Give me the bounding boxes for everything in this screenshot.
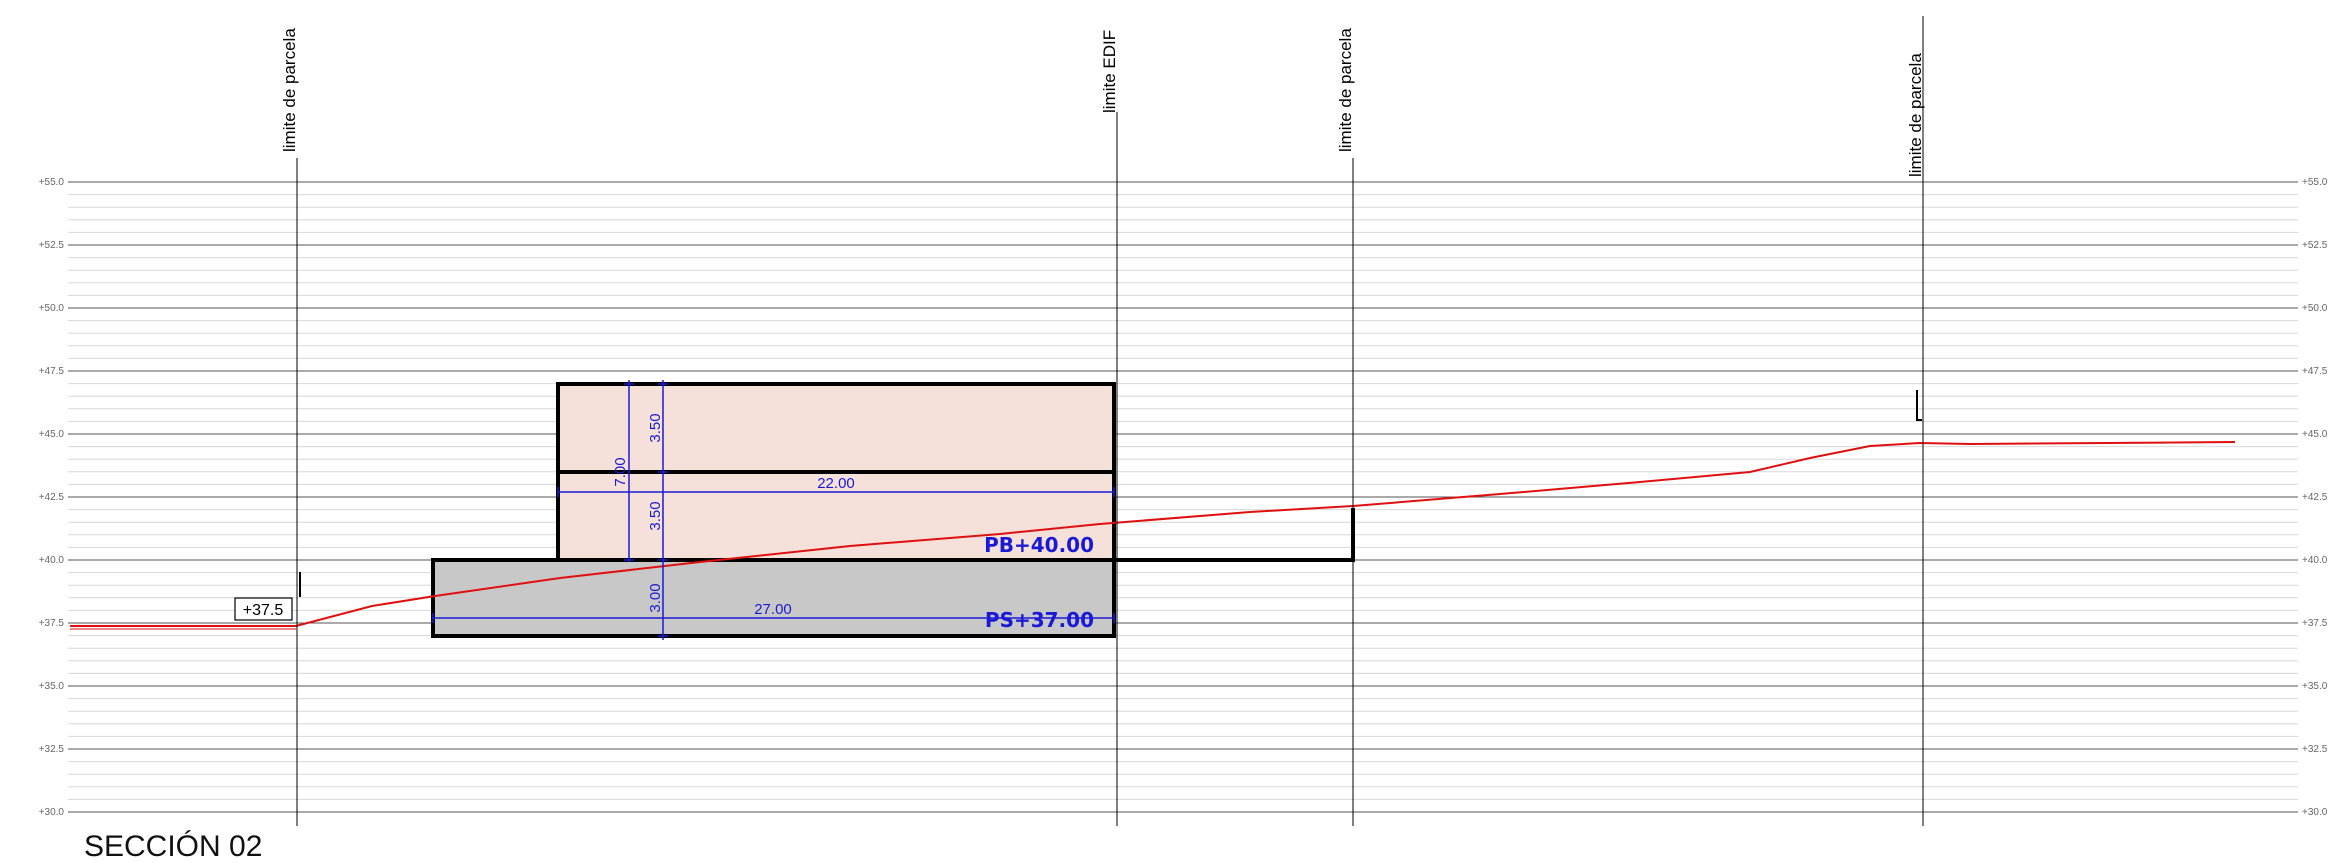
upper-floor — [556, 382, 1116, 474]
terrain-line — [70, 441, 2236, 627]
minor-grid — [68, 194, 2298, 800]
level-box-label: +37.5 — [243, 602, 284, 619]
dimensions — [432, 380, 1115, 640]
level-labels: +55.0 +55.0 +52.5 +52.5 +50.0 +50.0 +47.5 +47.5… — [39, 177, 2328, 818]
level-label-right: +32.5 — [2302, 744, 2328, 755]
level-label-right: +35.0 — [2302, 681, 2328, 692]
level-label-right: +45.0 — [2302, 429, 2328, 440]
tag-basement-level: PS+37.00 — [985, 608, 1094, 632]
tag-ground-level: PB+40.00 — [984, 533, 1094, 557]
level-label-left: +52.5 — [39, 240, 65, 251]
limit-label: limite de parcela — [280, 28, 299, 152]
post-mark — [1916, 390, 1922, 421]
level-label-right: +47.5 — [2302, 366, 2328, 377]
basement — [431, 558, 1116, 638]
section-title: SECCIÓN 02 — [84, 830, 263, 863]
level-label-right: +52.5 — [2302, 240, 2328, 251]
limit-label: limite EDIF — [1100, 30, 1119, 113]
ground-slab — [1114, 508, 1355, 562]
level-grid — [68, 181, 2298, 813]
property-limits: limite de parcela limite EDIF limite de … — [280, 16, 1925, 826]
level-label-left: +37.5 — [39, 618, 65, 629]
dim-lower-height: 3.50 — [647, 501, 664, 530]
dim-upper-width: 22.00 — [817, 475, 855, 492]
limit-label: limite de parcela — [1336, 28, 1355, 152]
level-label-left: +30.0 — [39, 807, 65, 818]
level-label-right: +55.0 — [2302, 177, 2328, 188]
level-label-left: +35.0 — [39, 681, 65, 692]
dim-basement-height: 3.00 — [647, 583, 664, 612]
limit-label: limite de parcela — [1906, 53, 1925, 177]
level-box: +37.5 — [234, 597, 293, 621]
dim-basement-width: 27.00 — [754, 601, 792, 618]
level-label-left: +32.5 — [39, 744, 65, 755]
level-label-left: +45.0 — [39, 429, 65, 440]
level-label-right: +50.0 — [2302, 303, 2328, 314]
level-label-left: +50.0 — [39, 303, 65, 314]
terrain — [70, 390, 2236, 630]
level-label-left: +55.0 — [39, 177, 65, 188]
level-label-right: +42.5 — [2302, 492, 2328, 503]
level-label-left: +40.0 — [39, 555, 65, 566]
building — [431, 382, 1355, 638]
dim-upper-height: 3.50 — [647, 413, 664, 442]
level-label-right: +40.0 — [2302, 555, 2328, 566]
dim-total-height: 7.00 — [612, 457, 629, 486]
level-label-left: +47.5 — [39, 366, 65, 377]
level-label-left: +42.5 — [39, 492, 65, 503]
level-label-right: +37.5 — [2302, 618, 2328, 629]
level-label-right: +30.0 — [2302, 807, 2328, 818]
